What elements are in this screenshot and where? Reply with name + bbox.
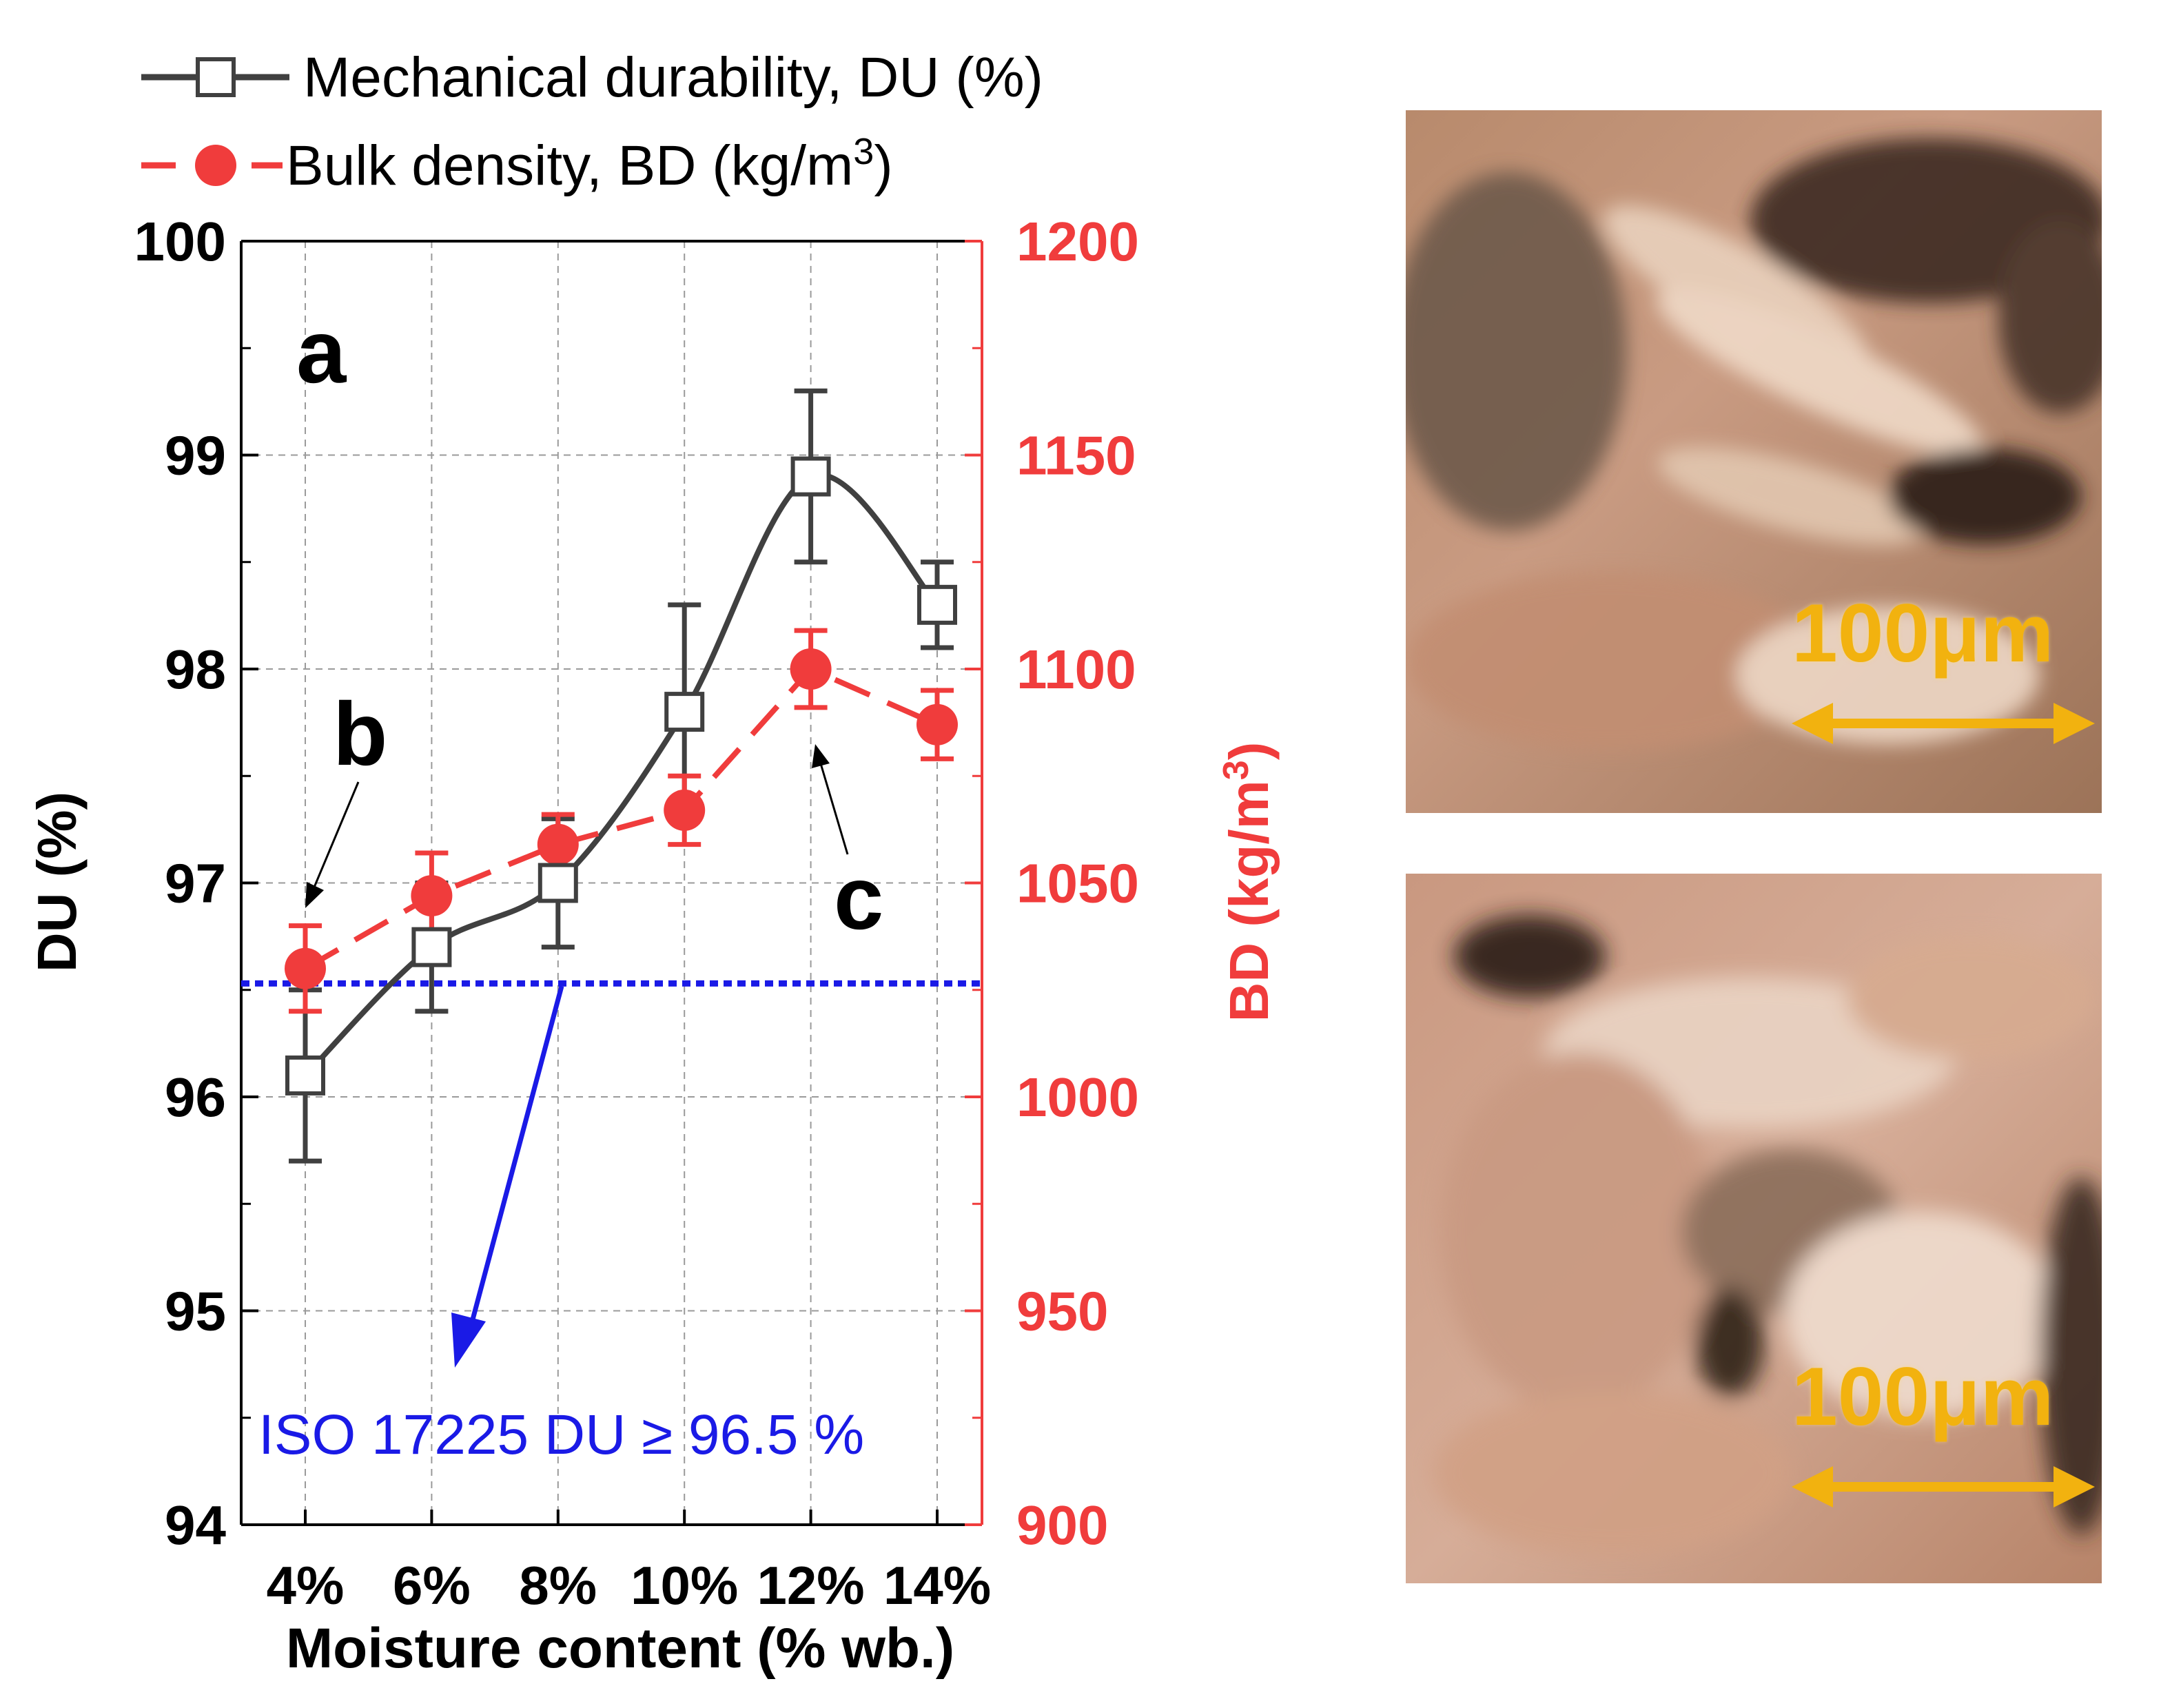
annotation-b-arrow	[312, 781, 360, 889]
y2-title-sup: 3	[1216, 760, 1256, 780]
bd-point	[790, 648, 832, 690]
y2-tick-label: 1150	[1016, 425, 1136, 486]
series	[285, 388, 958, 1164]
y-axis-title: DU (%)	[26, 792, 88, 972]
threshold-arrow-shaft	[467, 985, 564, 1330]
annotation-c: c	[834, 847, 883, 948]
legend-bd-label: Bulk density, BD (kg/m3)	[286, 131, 893, 197]
legend-bd-sup: 3	[853, 131, 874, 172]
x-tick-label: 4%	[267, 1555, 345, 1616]
legend-bd-prefix: Bulk density, BD (kg/m	[286, 134, 853, 197]
y2-tick-label: 1050	[1016, 853, 1139, 914]
bd-point	[411, 875, 453, 917]
micrograph-c-scale-bar	[1792, 1466, 2095, 1508]
legend-bd-marker	[195, 145, 236, 186]
x-tick-label: 6%	[393, 1555, 471, 1616]
micrograph-c-image	[1406, 874, 2102, 1583]
y-tick-label: 94	[165, 1494, 226, 1556]
y-tick-label: 98	[165, 639, 226, 700]
axes: 94 95 96 97 98 99 100 900 950 1000 1050 1100 1150 120…	[26, 211, 1280, 1680]
threshold-label: ISO 17225 DU ≥ 96.5 %	[258, 1403, 864, 1466]
y-tick-label: 95	[165, 1281, 226, 1342]
du-point	[411, 927, 452, 967]
du-point	[790, 456, 831, 497]
y2-tick-label: 1100	[1016, 639, 1136, 700]
bd-point	[537, 823, 579, 865]
y2-tick-label: 950	[1016, 1281, 1108, 1342]
y-tick-label: 99	[165, 425, 226, 486]
chart-panel-a: 94 95 96 97 98 99 100 900 950 1000 1050 1100 1150 120…	[26, 46, 1280, 1680]
du-point	[285, 1055, 325, 1095]
legend: Mechanical durability, DU (%) Bulk densit…	[141, 46, 1043, 197]
x-tick-label: 8%	[519, 1555, 597, 1616]
micrograph-b: b 100μm	[1406, 110, 2102, 813]
bd-point	[285, 947, 326, 989]
annotations: a b c	[296, 301, 883, 948]
micrograph-b-image	[1406, 110, 2102, 813]
bd-series-line	[304, 666, 939, 971]
micrograph-c-scale-label: 100μm	[1792, 1350, 2054, 1443]
panel-label-a: a	[296, 301, 347, 402]
micrograph-b-scale-label: 100μm	[1792, 587, 2054, 679]
du-point	[537, 863, 578, 903]
du-point	[917, 584, 957, 625]
y2-tick-label: 1200	[1016, 211, 1139, 272]
y-tick-label: 97	[165, 853, 226, 914]
threshold-arrow-head	[451, 1313, 486, 1368]
annotation-b: b	[333, 683, 387, 784]
grid	[241, 241, 982, 1525]
annotation-b-arrowhead	[305, 882, 324, 908]
bd-point	[916, 703, 958, 745]
y2-title-prefix: BD (kg/m	[1218, 780, 1280, 1022]
legend-du-marker	[196, 57, 236, 97]
y2-tick-label: 1000	[1016, 1067, 1139, 1128]
legend-bd-suffix: )	[874, 134, 892, 197]
x-tick-label: 10%	[631, 1555, 738, 1616]
threshold: ISO 17225 DU ≥ 96.5 %	[241, 980, 982, 1466]
legend-du-label: Mechanical durability, DU (%)	[303, 46, 1043, 109]
x-tick-label: 14%	[883, 1555, 991, 1616]
y-tick-label: 100	[134, 211, 226, 272]
y2-title-suffix: )	[1218, 742, 1280, 761]
y-tick-label: 96	[165, 1067, 226, 1128]
du-point	[664, 692, 705, 732]
micrograph-c: c 100μm	[1406, 874, 2102, 1583]
x-axis-title: Moisture content (% wb.)	[286, 1617, 954, 1680]
bd-point	[664, 789, 706, 831]
micrograph-b-scale-bar	[1792, 703, 2095, 744]
annotation-c-arrowhead	[812, 744, 830, 768]
x-tick-label: 12%	[757, 1555, 865, 1616]
y2-axis-title: BD (kg/m3)	[1216, 742, 1280, 1022]
y2-tick-label: 900	[1016, 1494, 1108, 1556]
annotation-c-arrow	[819, 761, 849, 855]
